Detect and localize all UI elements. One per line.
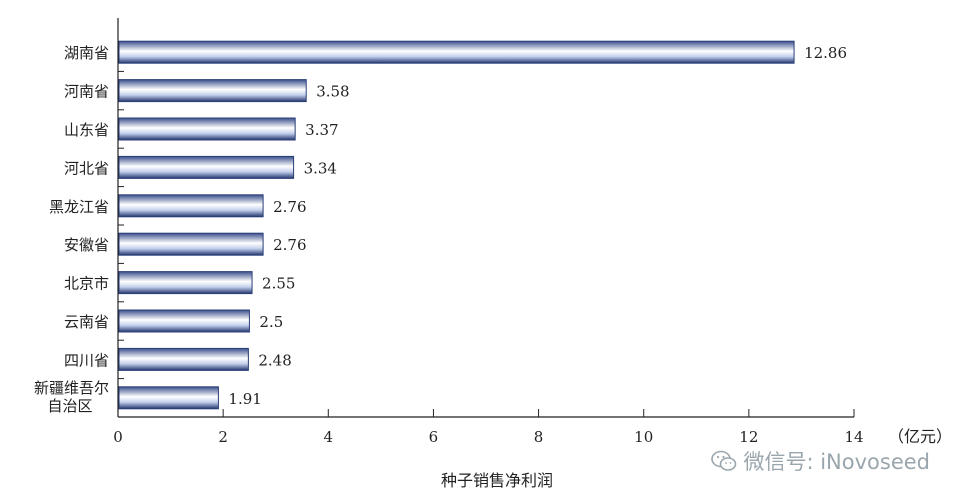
data-label: 3.37 bbox=[305, 121, 338, 139]
bar bbox=[118, 155, 295, 179]
category-label: 黑龙江省 bbox=[49, 198, 109, 216]
bar bbox=[118, 79, 307, 103]
x-tick-label: 10 bbox=[634, 428, 653, 446]
unit-label: （亿元） bbox=[888, 427, 952, 446]
data-label: 2.76 bbox=[273, 236, 306, 254]
data-label: 2.76 bbox=[273, 198, 306, 216]
x-axis-title: 种子销售净利润 bbox=[441, 471, 553, 490]
category-label: 山东省 bbox=[64, 121, 109, 139]
category-label: 新疆维吾尔自治区 bbox=[34, 379, 109, 415]
category-label: 四川省 bbox=[64, 351, 109, 369]
data-label: 2.48 bbox=[258, 351, 291, 369]
bar bbox=[118, 232, 264, 256]
category-label: 北京市 bbox=[64, 275, 109, 293]
category-label: 湖南省 bbox=[64, 44, 109, 62]
bar bbox=[118, 309, 250, 333]
wechat-icon bbox=[711, 450, 737, 471]
x-tick-label: 8 bbox=[534, 428, 544, 446]
x-tick-label: 12 bbox=[739, 428, 758, 446]
x-tick-label: 14 bbox=[844, 428, 863, 446]
bar bbox=[118, 194, 264, 218]
x-tick-label: 0 bbox=[113, 428, 123, 446]
category-label: 云南省 bbox=[64, 313, 109, 331]
bar bbox=[118, 117, 296, 141]
data-label: 12.86 bbox=[804, 44, 847, 62]
category-label: 河南省 bbox=[64, 83, 109, 101]
data-label: 2.55 bbox=[262, 275, 295, 293]
bar bbox=[118, 347, 249, 371]
data-label: 3.58 bbox=[316, 83, 349, 101]
category-label: 河北省 bbox=[64, 159, 109, 177]
bar bbox=[118, 271, 253, 295]
bar bbox=[118, 40, 795, 64]
x-tick-label: 6 bbox=[429, 428, 439, 446]
x-tick-label: 2 bbox=[218, 428, 228, 446]
data-label: 1.91 bbox=[228, 390, 261, 408]
x-tick-label: 4 bbox=[324, 428, 334, 446]
watermark: 微信号: iNovoseed bbox=[711, 446, 930, 476]
category-label: 安徽省 bbox=[64, 236, 109, 254]
data-label: 3.34 bbox=[304, 159, 337, 177]
bar bbox=[118, 386, 219, 410]
watermark-text: 微信号: iNovoseed bbox=[743, 450, 930, 474]
data-label: 2.5 bbox=[259, 313, 283, 331]
